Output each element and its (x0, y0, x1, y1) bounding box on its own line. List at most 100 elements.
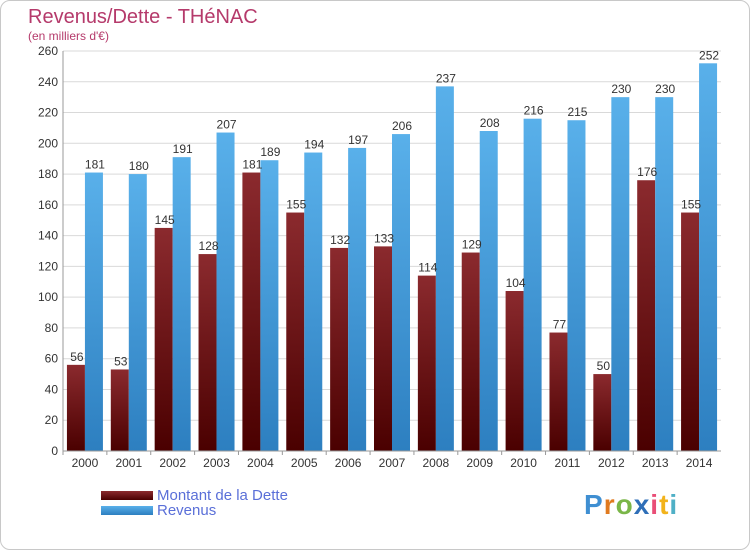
label-layer: 5618153180145191128207181189155194132197… (70, 48, 719, 373)
revenue-value-label: 197 (348, 133, 368, 147)
revenue-value-label: 189 (260, 145, 280, 159)
debt-bar (242, 172, 261, 452)
revenue-bar (84, 172, 103, 452)
debt-value-label: 104 (506, 276, 526, 290)
y-tick-label: 60 (45, 352, 59, 366)
revenue-bar (216, 132, 235, 452)
revenue-value-label: 216 (524, 104, 544, 118)
revenue-value-label: 230 (655, 82, 675, 96)
debt-value-label: 77 (553, 318, 567, 332)
legend-label-revenue: Revenus (157, 501, 217, 519)
x-tick-label: 2011 (555, 456, 581, 470)
y-tick-label: 120 (38, 259, 58, 273)
x-tick-label: 2007 (379, 456, 406, 470)
debt-value-label: 181 (242, 158, 262, 172)
revenue-bar (172, 157, 191, 451)
revenue-value-label: 194 (304, 138, 324, 152)
y-tick-label: 80 (45, 321, 59, 335)
x-tick-label: 2001 (115, 456, 142, 470)
debt-bar (505, 291, 524, 451)
debt-bar (110, 369, 129, 451)
x-tick-label: 2014 (686, 456, 713, 470)
debt-bar (593, 374, 612, 451)
y-tick-label: 220 (38, 106, 58, 120)
chart-title: Revenus/Dette - THéNAC (28, 6, 258, 28)
revenue-bar (699, 63, 718, 452)
debt-bar (681, 212, 700, 451)
x-tick-label: 2010 (510, 456, 537, 470)
legend-swatch-debt (101, 490, 153, 500)
debt-value-label: 176 (637, 165, 657, 179)
debt-value-label: 56 (70, 350, 84, 364)
debt-value-label: 50 (597, 359, 611, 373)
debt-value-label: 129 (462, 238, 482, 252)
revenue-bar (611, 97, 630, 452)
debt-bar (637, 180, 656, 451)
y-tick-label: 140 (38, 229, 58, 243)
y-tick-label: 0 (51, 444, 58, 458)
revenue-value-label: 207 (217, 118, 237, 132)
legend-item-revenue: Revenus (101, 501, 217, 519)
bar-layer (66, 63, 718, 452)
debt-value-label: 155 (681, 198, 701, 212)
proxiti-logo: Proxiti (584, 489, 679, 520)
revenue-bar (479, 131, 498, 451)
revenue-value-label: 191 (173, 142, 193, 156)
revenue-value-label: 237 (436, 71, 456, 85)
debt-bar (66, 364, 85, 451)
y-tick-label: 260 (38, 44, 58, 58)
debt-value-label: 132 (330, 233, 350, 247)
x-tick-label: 2009 (466, 456, 493, 470)
revenue-bar (567, 120, 586, 451)
revenue-bar (128, 174, 147, 452)
revenue-bar (304, 152, 323, 452)
y-tick-label: 40 (45, 382, 59, 396)
debt-value-label: 53 (114, 354, 128, 368)
debt-value-label: 155 (286, 198, 306, 212)
legend-swatch-revenue (101, 505, 153, 515)
debt-bar (417, 275, 436, 451)
x-tick-label: 2000 (72, 456, 99, 470)
revenue-value-label: 208 (480, 116, 500, 130)
legend-label-debt: Montant de la Dette (157, 486, 288, 504)
x-tick-label: 2013 (642, 456, 669, 470)
revenue-value-label: 230 (611, 82, 631, 96)
debt-bar (374, 246, 392, 451)
revenue-bar (655, 97, 674, 452)
y-tick-label: 240 (38, 75, 58, 89)
y-tick-label: 20 (45, 413, 59, 427)
y-tick-label: 180 (38, 167, 58, 181)
debt-bar (154, 227, 173, 451)
debt-bar (549, 332, 568, 451)
revenue-value-label: 206 (392, 119, 412, 133)
revenue-value-label: 215 (567, 105, 587, 119)
y-tick-label: 100 (38, 290, 58, 304)
revenue-value-label: 181 (85, 158, 105, 172)
y-tick-label: 160 (38, 198, 58, 212)
x-tick-label: 2008 (423, 456, 450, 470)
revenue-bar (348, 147, 367, 451)
debt-bar (198, 254, 217, 451)
legend-item-debt: Montant de la Dette (101, 486, 288, 504)
debt-bar (286, 212, 305, 451)
debt-value-label: 128 (199, 239, 219, 253)
debt-bar (461, 252, 480, 451)
x-tick-label: 2004 (247, 456, 274, 470)
y-tick-label: 200 (38, 136, 58, 150)
debt-value-label: 145 (155, 213, 175, 227)
revenue-value-label: 180 (129, 159, 149, 173)
x-tick-label: 2006 (335, 456, 362, 470)
revenue-value-label: 252 (699, 48, 719, 62)
debt-value-label: 133 (374, 231, 394, 245)
revenue-bar (260, 160, 279, 451)
x-tick-label: 2012 (598, 456, 625, 470)
x-tick-label: 2003 (203, 456, 230, 470)
x-tick-label: 2005 (291, 456, 318, 470)
debt-bar (330, 247, 349, 451)
revenue-bar (392, 134, 410, 452)
x-tick-label: 2002 (159, 456, 186, 470)
revenue-bar (435, 86, 454, 451)
chart-subtitle: (en milliers d'€) (28, 29, 109, 43)
